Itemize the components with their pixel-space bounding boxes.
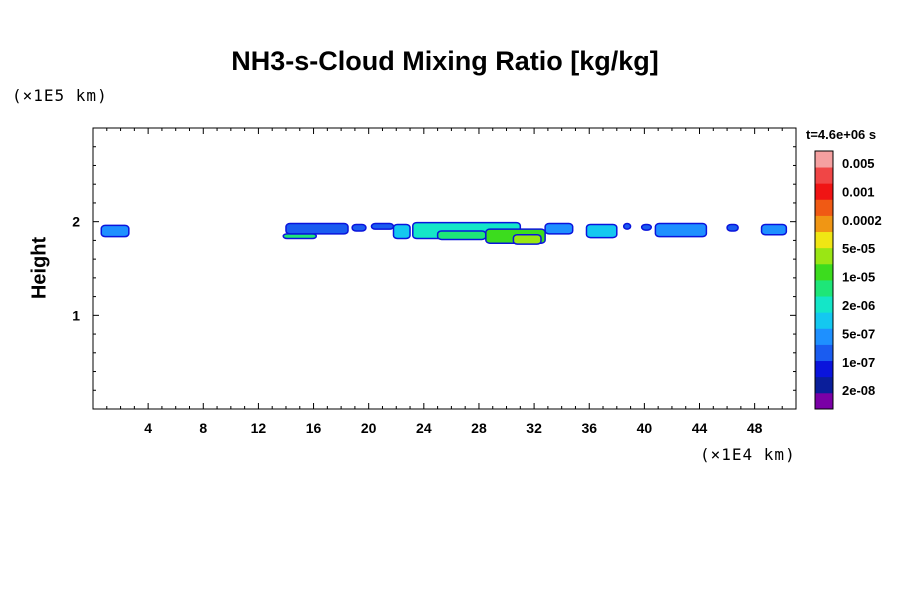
- cloud-patch: [100, 224, 130, 238]
- colorbar-swatch: [815, 263, 833, 281]
- x-tick-label: 44: [692, 420, 708, 436]
- colorbar-swatch: [815, 151, 833, 168]
- colorbar-swatch: [815, 360, 833, 378]
- cloud-patch: [640, 223, 653, 231]
- time-label: t=4.6e+06 s: [806, 127, 877, 142]
- colorbar-swatch: [815, 392, 833, 410]
- x-tick-label: 40: [637, 420, 653, 436]
- plot-frame: [92, 127, 797, 410]
- cloud-patch: [370, 222, 395, 230]
- cloud-patch: [512, 234, 542, 245]
- x-tick-label: 8: [199, 420, 207, 436]
- colorbar-swatch: [815, 215, 833, 233]
- colorbar-swatch: [815, 247, 833, 265]
- colorbar-label: 0.0002: [842, 213, 882, 228]
- colorbar-swatch: [815, 183, 833, 200]
- cloud-patch: [392, 223, 411, 240]
- colorbar-label: 1e-07: [842, 355, 875, 370]
- x-tick-label: 20: [361, 420, 377, 436]
- y-axis-multiplier: (×1E5 km): [12, 86, 108, 105]
- cloud-patch: [760, 223, 788, 236]
- colorbar-label: 5e-05: [842, 241, 875, 256]
- x-tick-label: 16: [306, 420, 322, 436]
- x-tick-label: 36: [581, 420, 597, 436]
- colorbar-swatch: [815, 376, 833, 394]
- colorbar-label: 2e-08: [842, 383, 875, 398]
- colorbar-label: 0.001: [842, 184, 875, 199]
- x-tick-label: 48: [747, 420, 763, 436]
- x-tick-label: 28: [471, 420, 487, 436]
- x-tick-label: 32: [526, 420, 542, 436]
- cloud-patch: [726, 223, 739, 232]
- colorbar-label: 2e-06: [842, 298, 875, 313]
- colorbar-swatch: [815, 167, 833, 184]
- colorbar-label: 5e-07: [842, 326, 875, 341]
- colorbar-swatch: [815, 312, 833, 329]
- cloud-patch: [544, 222, 574, 235]
- colorbar-swatch: [815, 296, 833, 313]
- y-tick-label: 2: [72, 214, 80, 230]
- x-axis-multiplier: (×1E4 km): [700, 445, 796, 464]
- colorbar-label: 0.005: [842, 156, 875, 171]
- colorbar-swatch: [815, 328, 833, 345]
- colorbar-frame: [814, 150, 834, 410]
- colorbar-swatch: [815, 280, 833, 297]
- cloud-patch: [285, 222, 349, 235]
- y-tick-label: 1: [72, 307, 80, 323]
- cloud-patch: [585, 223, 618, 239]
- colorbar-swatch: [815, 231, 833, 249]
- cloud-patch: [654, 222, 708, 238]
- cloud-patch: [622, 222, 632, 230]
- cloud-layer: [100, 221, 788, 245]
- colorbar-label: 1e-05: [842, 270, 875, 285]
- cloud-patch: [436, 230, 487, 241]
- x-tick-label: 4: [144, 420, 152, 436]
- colorbar: 0.005 0.001 0.0002 5e-05 1e-05 2e-06 5e-07 1e-0…: [814, 150, 882, 410]
- colorbar-swatch: [815, 344, 833, 362]
- cloud-patch: [351, 223, 367, 232]
- chart-title: NH3-s-Cloud Mixing Ratio [kg/kg]: [231, 46, 659, 76]
- x-tick-label: 12: [251, 420, 267, 436]
- colorbar-swatch: [815, 199, 833, 216]
- x-tick-label: 24: [416, 420, 432, 436]
